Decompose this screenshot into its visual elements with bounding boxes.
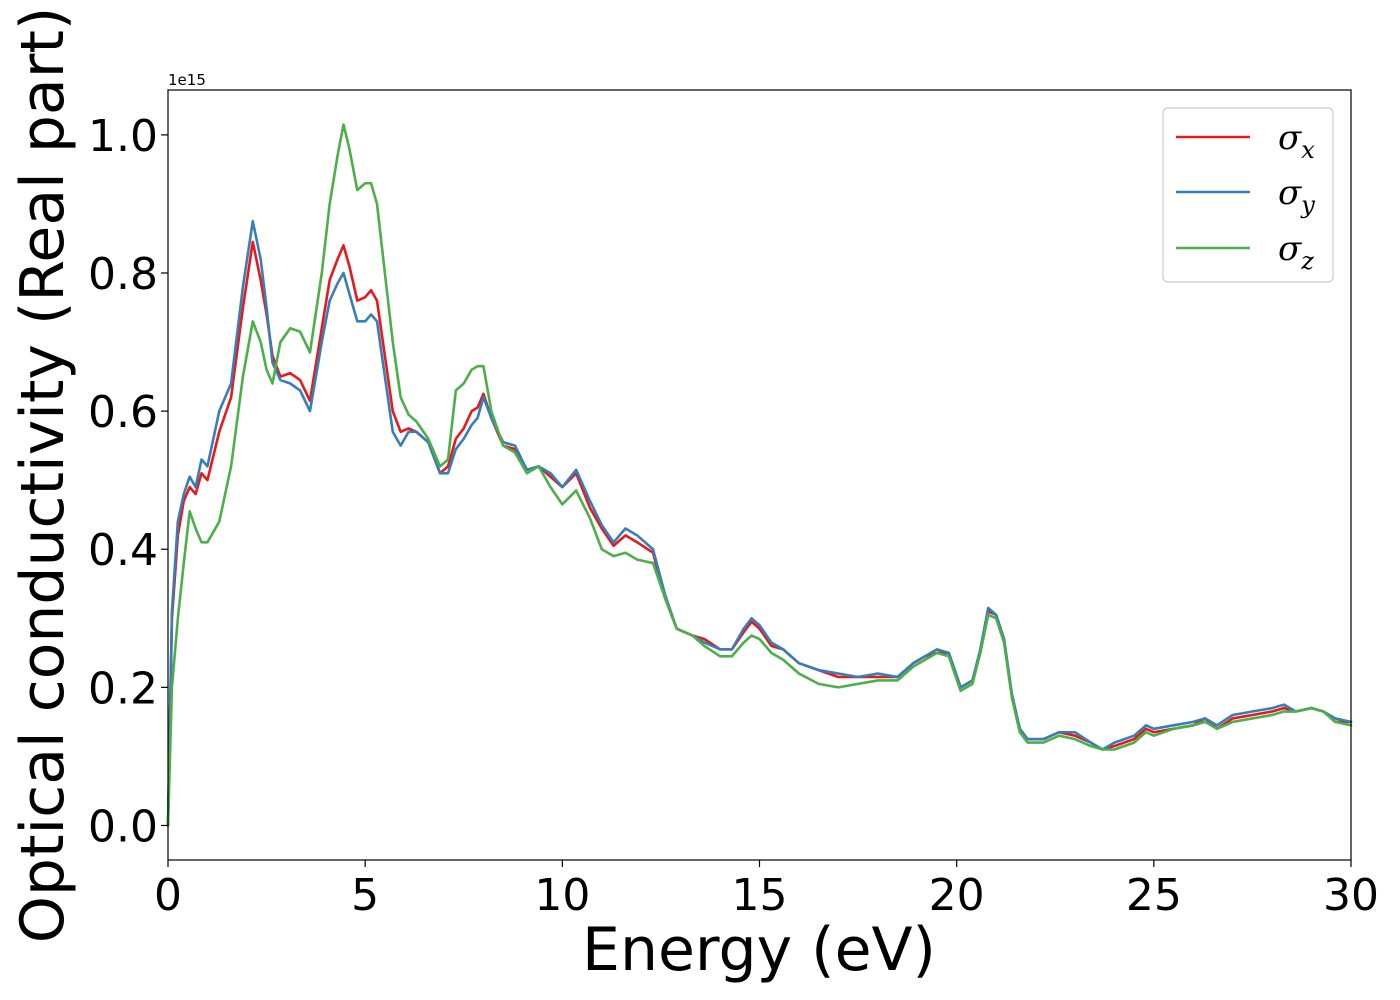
series-layer [166, 123, 1353, 827]
x-tick-label: 5 [351, 870, 379, 921]
y-tick-label: 0.8 [88, 249, 158, 300]
y-axis-label: Optical conductivity (Real part) [8, 7, 78, 944]
y-tick-label: 0.4 [88, 525, 158, 576]
y-tick-label: 1.0 [88, 111, 158, 162]
y-tick-label: 0.2 [88, 663, 158, 714]
y-tick-label: 0.0 [88, 801, 158, 852]
x-axis-ticks: 0 5 10 15 20 25 30 [154, 860, 1379, 921]
x-tick-label: 10 [534, 870, 590, 921]
x-tick-label: 15 [732, 870, 788, 921]
y-axis-ticks: 0.0 0.2 0.4 0.6 0.8 1.0 [88, 111, 168, 852]
x-axis-label: Energy (eV) [582, 915, 936, 985]
legend-box [1162, 107, 1334, 283]
series-line-y [166, 219, 1353, 827]
x-tick-label: 20 [929, 870, 985, 921]
series-line-z [166, 123, 1353, 827]
x-tick-label: 0 [154, 870, 182, 921]
y-tick-label: 0.6 [88, 387, 158, 438]
x-tick-label: 30 [1323, 870, 1379, 921]
y-offset-text: 1e15 [168, 71, 206, 89]
x-tick-label: 25 [1126, 870, 1182, 921]
